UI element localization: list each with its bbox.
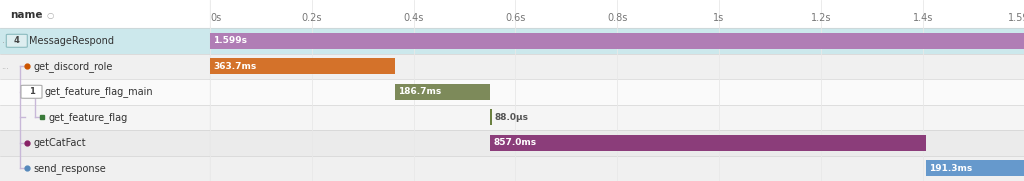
Text: ...: ...: [2, 36, 10, 45]
Text: 0.2s: 0.2s: [301, 13, 322, 23]
Bar: [0, 28, 210, 54]
Text: 0.4s: 0.4s: [403, 13, 424, 23]
Text: MessageRespond: MessageRespond: [30, 36, 115, 46]
Text: name: name: [10, 10, 43, 20]
Bar: [0, 105, 210, 130]
Text: 88.0μs: 88.0μs: [495, 113, 528, 122]
Bar: [490, 109, 492, 125]
FancyBboxPatch shape: [20, 85, 42, 98]
Text: 1.599s: 1.599s: [213, 36, 247, 45]
Bar: [0, 79, 210, 105]
Text: get_feature_flag_main: get_feature_flag_main: [44, 86, 153, 97]
Text: 0.6s: 0.6s: [505, 13, 525, 23]
Text: ⌄: ⌄: [36, 10, 44, 20]
Bar: [210, 58, 395, 74]
Text: 1.599s: 1.599s: [1008, 13, 1024, 23]
Text: 857.0ms: 857.0ms: [494, 138, 537, 147]
Text: 1.2s: 1.2s: [811, 13, 831, 23]
Bar: [210, 130, 1024, 155]
Text: 363.7ms: 363.7ms: [213, 62, 256, 71]
Bar: [210, 105, 1024, 130]
Bar: [0, 54, 210, 79]
Text: 1: 1: [29, 87, 35, 96]
Bar: [210, 79, 1024, 105]
Bar: [395, 84, 490, 100]
Bar: [210, 28, 1024, 54]
Text: 191.3ms: 191.3ms: [930, 164, 973, 173]
Bar: [210, 33, 1024, 49]
Text: get_discord_role: get_discord_role: [34, 61, 113, 72]
Text: 186.7ms: 186.7ms: [398, 87, 441, 96]
Bar: [0, 130, 210, 155]
Bar: [210, 155, 1024, 181]
Bar: [0, 155, 210, 181]
Text: ...: ...: [1, 62, 9, 71]
FancyBboxPatch shape: [6, 34, 28, 47]
Bar: [490, 135, 927, 151]
Text: ○: ○: [46, 11, 53, 20]
Text: send_response: send_response: [34, 163, 106, 174]
Bar: [927, 160, 1024, 176]
Text: get_feature_flag: get_feature_flag: [48, 112, 128, 123]
Text: 1.4s: 1.4s: [912, 13, 933, 23]
Bar: [210, 54, 1024, 79]
Text: 1s: 1s: [714, 13, 725, 23]
Text: 0s: 0s: [210, 13, 221, 23]
Text: 4: 4: [14, 36, 19, 45]
Text: getCatFact: getCatFact: [34, 138, 86, 148]
Text: 0.8s: 0.8s: [607, 13, 628, 23]
